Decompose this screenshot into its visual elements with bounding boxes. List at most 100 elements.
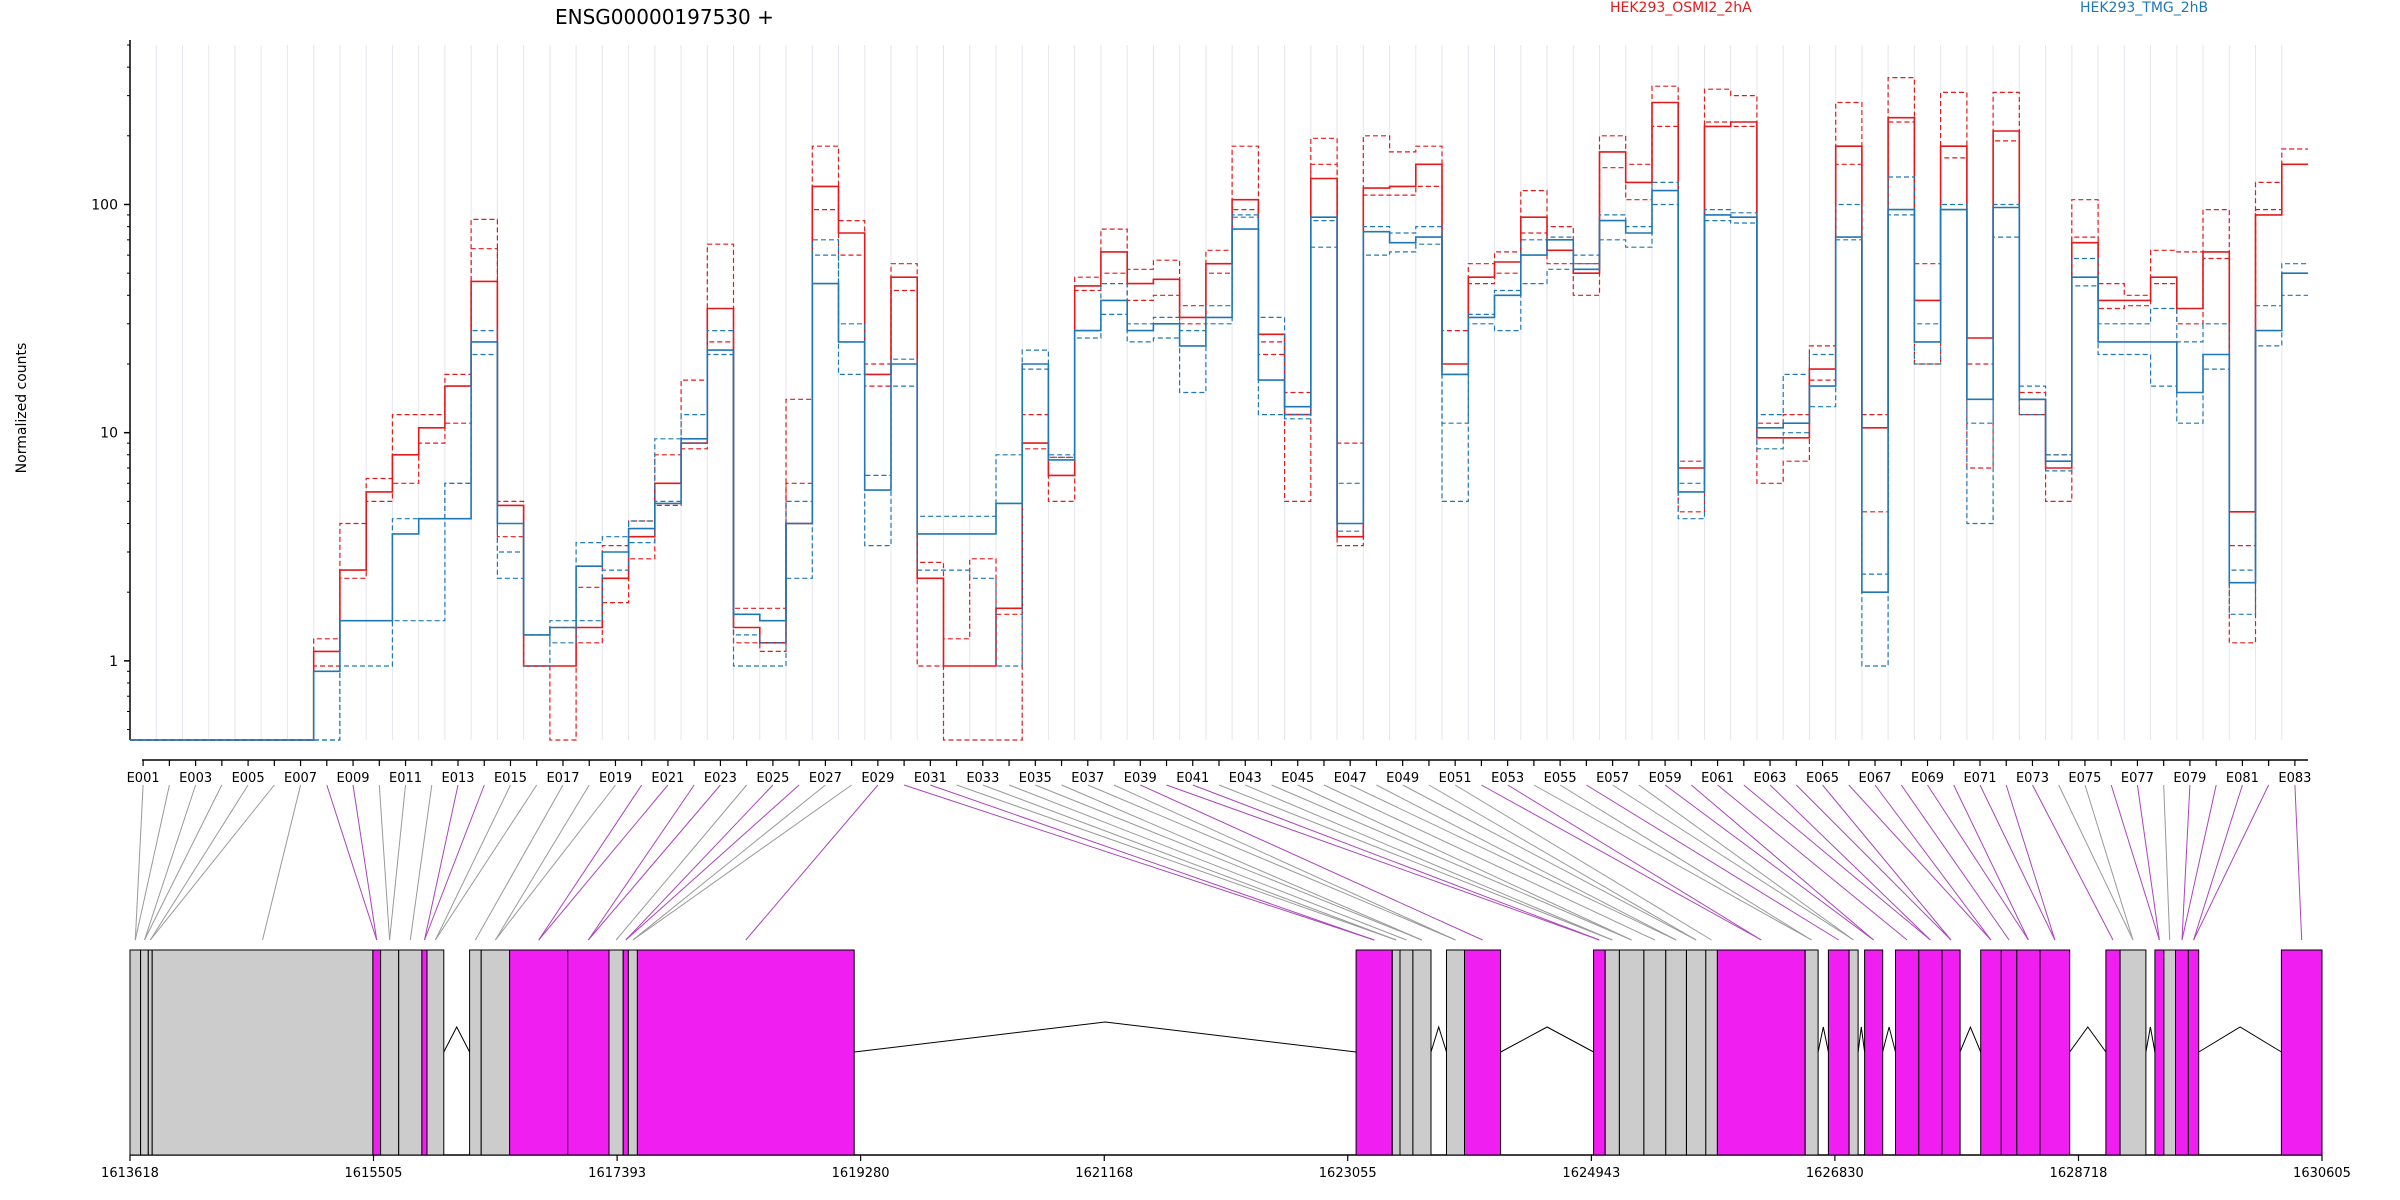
- genomic-tick-label: 1617393: [588, 1166, 646, 1181]
- exon-connector: [2181, 784, 2217, 941]
- x-tick-label: E019: [599, 771, 632, 786]
- intron-line: [1857, 1026, 1866, 1053]
- x-tick-label: E083: [2278, 771, 2311, 786]
- x-tick-label: E055: [1544, 771, 1577, 786]
- exon-connector: [1822, 784, 1952, 941]
- x-tick-label: E061: [1701, 771, 1734, 786]
- y-tick-label: 10: [100, 426, 118, 442]
- genomic-tick-label: 1621168: [1075, 1166, 1133, 1181]
- exon-connector: [434, 784, 538, 941]
- intron-line: [2069, 1026, 2107, 1053]
- exon-connector: [2181, 784, 2191, 941]
- exon-connector: [134, 784, 170, 941]
- exon-box-de: [2175, 949, 2189, 1156]
- exon-box: [480, 949, 511, 1156]
- x-tick-label: E017: [546, 771, 579, 786]
- exon-box-de: [2039, 949, 2071, 1156]
- exon-connector: [1900, 784, 2010, 941]
- intron-line: [1959, 1025, 1982, 1053]
- intron-line: [854, 1021, 1357, 1053]
- exon-connector: [982, 784, 1397, 941]
- x-tick-label: E059: [1649, 771, 1682, 786]
- x-tick-label: E011: [389, 771, 422, 786]
- exon-connector: [1218, 784, 1613, 941]
- exon-connector: [1061, 784, 1423, 941]
- exon-connector: [2005, 784, 2056, 941]
- exon-box-de: [2105, 949, 2121, 1156]
- exon-box-de: [2280, 949, 2323, 1156]
- x-tick-label: E029: [861, 771, 894, 786]
- genomic-tick-label: 1613618: [101, 1166, 159, 1181]
- exon-connector: [2163, 784, 2171, 941]
- x-tick-label: E073: [2016, 771, 2049, 786]
- series-line-osmi: [130, 101, 2308, 741]
- intron-line: [443, 1025, 471, 1053]
- exon-connector: [1690, 784, 1874, 941]
- exon-box-de: [1464, 949, 1502, 1156]
- intron-line: [1430, 1025, 1447, 1053]
- genomic-tick-label: 1630605: [2293, 1166, 2351, 1181]
- exon-box: [627, 949, 638, 1156]
- exon-connector: [1008, 784, 1407, 941]
- exon-connector: [2193, 784, 2243, 941]
- exon-connector: [1035, 784, 1423, 941]
- exon-connector: [1454, 784, 1712, 941]
- intron-line: [1882, 1026, 1896, 1053]
- x-tick-label: E021: [651, 771, 684, 786]
- exon-connector: [262, 784, 302, 941]
- exon-box-de: [1827, 949, 1850, 1156]
- x-tick-label: E051: [1439, 771, 1472, 786]
- exon-box-de: [2000, 949, 2018, 1156]
- exon-connector: [1533, 784, 1812, 941]
- genomic-tick-label: 1615505: [345, 1166, 403, 1181]
- x-tick-label: E007: [284, 771, 317, 786]
- legend-label-osmi: HEK293_OSMI2_2hA: [1610, 0, 1752, 16]
- exon-connector: [538, 784, 643, 941]
- x-tick-label: E049: [1386, 771, 1419, 786]
- exon-box-de: [636, 949, 855, 1156]
- exon-connector: [1192, 784, 1600, 941]
- exon-box-de: [1355, 949, 1393, 1156]
- x-tick-label: E081: [2226, 771, 2259, 786]
- exon-box: [1686, 949, 1707, 1156]
- exon-connector: [1743, 784, 1931, 941]
- exon-connector: [424, 784, 485, 941]
- exon-box: [469, 949, 482, 1156]
- exon-connector: [632, 784, 826, 941]
- exon-connector: [495, 784, 616, 941]
- x-tick-label: E009: [337, 771, 370, 786]
- exon-box: [380, 949, 400, 1156]
- exon-connector: [149, 784, 249, 941]
- exon-connector: [1927, 784, 2029, 941]
- intron-line: [1500, 1026, 1594, 1053]
- exon-box-de: [1895, 949, 1920, 1156]
- x-tick-label: E037: [1071, 771, 1104, 786]
- exon-box: [1604, 949, 1620, 1156]
- x-tick-label: E043: [1229, 771, 1262, 786]
- exon-box: [1665, 949, 1687, 1156]
- y-tick-label: 100: [91, 197, 118, 213]
- x-tick-label: E079: [2173, 771, 2206, 786]
- exon-box: [1804, 949, 1819, 1156]
- exon-connector: [2294, 784, 2303, 941]
- exon-connector: [903, 784, 1375, 941]
- exon-connector: [1402, 784, 1697, 941]
- exon-connector: [1481, 784, 1762, 941]
- exon-connector: [1586, 784, 1839, 941]
- exon-connector: [625, 784, 774, 941]
- genomic-tick-label: 1623055: [1319, 1166, 1377, 1181]
- exon-connector: [378, 784, 391, 941]
- exon-connector: [134, 784, 144, 941]
- exon-box: [2163, 949, 2176, 1156]
- x-tick-label: E027: [809, 771, 842, 786]
- exon-box-de: [1941, 949, 1961, 1156]
- exon-connector: [587, 784, 695, 941]
- x-tick-label: E077: [2121, 771, 2154, 786]
- genomic-tick-label: 1619280: [832, 1166, 890, 1181]
- x-tick-label: E065: [1806, 771, 1839, 786]
- series-line-tmg: [130, 176, 2308, 741]
- exon-connector: [1769, 784, 1931, 941]
- exon-connector: [956, 784, 1397, 941]
- exon-box: [1399, 949, 1414, 1156]
